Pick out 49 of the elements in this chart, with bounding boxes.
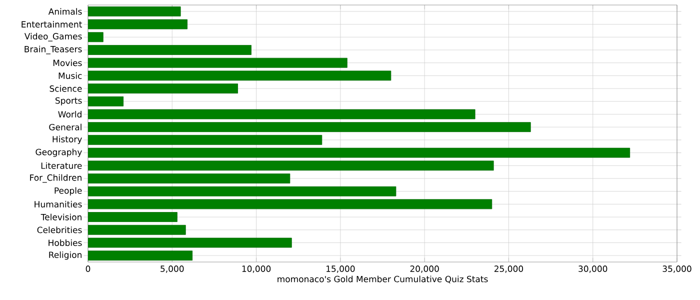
x-tick-label: 5,000: [160, 266, 184, 273]
x-tick-label: 0: [86, 266, 90, 272]
bar: [88, 238, 292, 248]
y-tick-label: People: [54, 187, 82, 196]
bar: [88, 122, 531, 132]
y-tick-label: Music: [58, 72, 82, 79]
bar: [88, 148, 630, 158]
x-tick-label: 10,000: [242, 266, 271, 273]
bar: [88, 58, 348, 68]
y-tick-label: History: [52, 136, 82, 144]
y-tick-label: Religion: [49, 251, 82, 260]
bar: [88, 250, 193, 261]
bar: [88, 32, 104, 42]
x-tick-label: 20,000: [410, 266, 439, 273]
y-tick-label: For_Children: [30, 174, 82, 183]
bar: [88, 160, 494, 171]
bar: [88, 96, 124, 106]
bar: [88, 212, 178, 222]
y-tick-label: Hobbies: [48, 239, 82, 246]
bar: [88, 6, 181, 16]
x-tick-label: 30,000: [578, 266, 608, 273]
x-tick-label: 35,000: [662, 266, 692, 273]
bar: [88, 19, 188, 30]
bar: [88, 174, 290, 184]
y-tick-label: Movies: [53, 60, 82, 66]
y-tick-label: Entertainment: [22, 20, 82, 28]
bar: [88, 109, 476, 120]
x-tick-label: 15,000: [326, 266, 355, 273]
bar: [88, 199, 492, 210]
bar: [88, 186, 396, 196]
y-tick-label: Humanities: [34, 200, 82, 208]
bar: [88, 134, 322, 145]
y-tick-label: Animals: [48, 8, 82, 15]
y-tick-label: Television: [40, 214, 82, 220]
y-tick-label: Celebrities: [37, 226, 82, 234]
x-axis-title: momonaco's Gold Member Cumulative Quiz Stats: [278, 276, 488, 284]
y-tick-label: Video_Games: [24, 32, 82, 42]
bar: [88, 224, 186, 235]
y-tick-label: World: [58, 110, 82, 118]
x-tick-label: 25,000: [494, 266, 524, 273]
bar: [88, 84, 238, 94]
bar: [88, 45, 252, 55]
y-tick-label: Geography: [36, 148, 82, 157]
y-tick-label: Science: [50, 85, 82, 92]
y-tick-label: Brain_Teasers: [24, 46, 82, 54]
bar: [88, 70, 392, 81]
y-tick-label: General: [49, 124, 82, 130]
y-tick-label: Sports: [56, 97, 82, 106]
y-tick-label: Literature: [41, 162, 82, 169]
